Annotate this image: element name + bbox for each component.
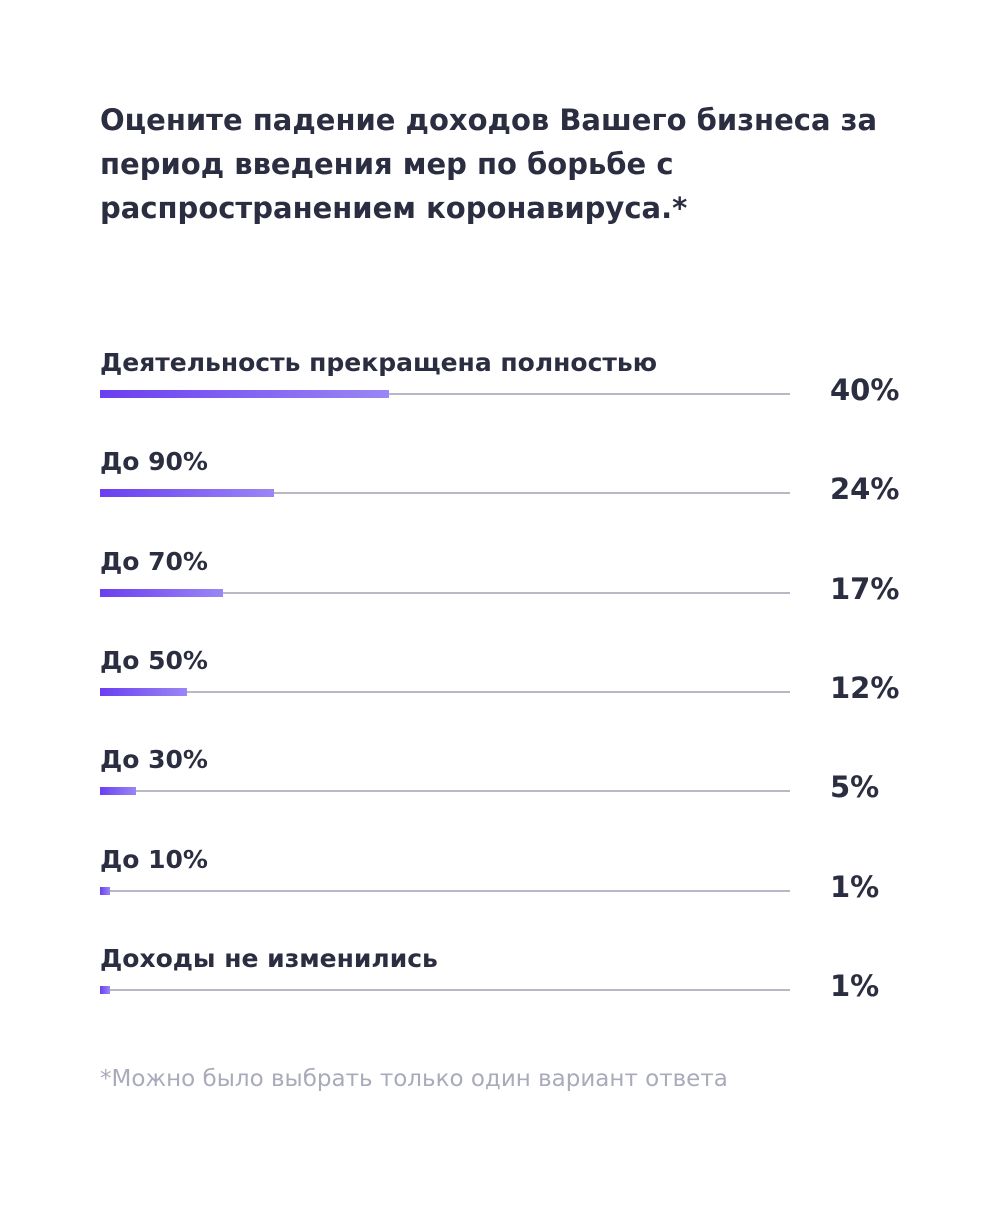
value-label: 40%	[830, 373, 900, 407]
category-label: Доходы не изменились	[100, 943, 438, 973]
bar-row: Доходы не изменились 1%	[0, 944, 1000, 1024]
value-label: 1%	[830, 968, 880, 1003]
value-label: 12%	[830, 670, 900, 705]
bar-track	[100, 690, 790, 693]
bar	[100, 886, 110, 895]
bar-row: До 30% 5%	[0, 745, 1000, 825]
bar-row: До 10% 1%	[0, 845, 1000, 925]
bar-track	[100, 988, 790, 991]
category-label: До 30%	[100, 745, 208, 775]
bar	[100, 489, 274, 498]
value-label: 1%	[830, 869, 880, 904]
bar-track	[100, 889, 790, 892]
bar-row: Деятельность прекращена полностью 40%	[0, 348, 1000, 428]
bar-row: До 70% 17%	[0, 547, 1000, 627]
bar-row: До 90% 24%	[0, 447, 1000, 527]
value-label: 5%	[830, 770, 880, 805]
footnote: *Можно было выбрать только один вариант …	[100, 1066, 728, 1092]
chart-title: Оцените падение доходов Вашего бизнеса з…	[100, 103, 878, 225]
bar	[100, 588, 223, 597]
bar	[100, 687, 187, 696]
category-label: Деятельность прекращена полностью	[100, 348, 658, 377]
value-label: 17%	[830, 571, 900, 606]
bar	[100, 985, 110, 994]
category-label: До 70%	[100, 546, 208, 576]
category-label: До 10%	[100, 844, 208, 874]
category-label: До 90%	[100, 447, 208, 477]
bar-track	[100, 591, 790, 594]
bar	[100, 390, 390, 398]
category-label: До 50%	[100, 645, 208, 675]
bar	[100, 787, 137, 796]
bar-row: До 50% 12%	[0, 646, 1000, 726]
bar-track	[100, 393, 790, 395]
bar-track	[100, 790, 790, 793]
value-label: 24%	[830, 472, 900, 507]
bar-track	[100, 492, 790, 495]
